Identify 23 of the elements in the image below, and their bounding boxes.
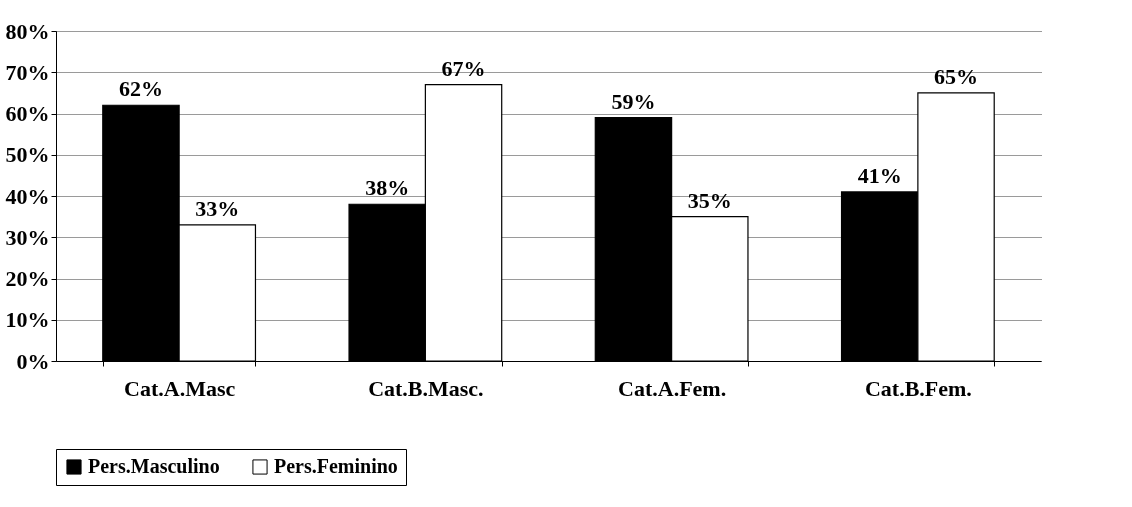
x-tick-label: Cat.A.Fem.: [618, 375, 727, 401]
data-label: 65%: [934, 63, 979, 89]
legend-label: Pers.Feminino: [274, 455, 398, 477]
data-label: 41%: [857, 162, 902, 188]
x-tick-label: Cat.B.Fem.: [864, 375, 972, 401]
x-tick-label: Cat.A.Masc: [124, 375, 236, 401]
data-label: 59%: [611, 88, 656, 114]
y-tick-label: 60%: [5, 101, 50, 126]
y-tick-label: 80%: [5, 18, 50, 44]
legend-label: Pers.Masculino: [88, 455, 220, 477]
y-tick-label: 0%: [16, 348, 50, 374]
x-tick-label: Cat.B.Masc.: [368, 375, 484, 401]
data-label: 38%: [365, 175, 410, 201]
y-tick-label: 40%: [5, 183, 50, 209]
data-label: 35%: [687, 187, 732, 213]
y-tick-label: 10%: [5, 307, 50, 333]
y-tick-label: 30%: [5, 224, 50, 250]
data-label: 67%: [441, 55, 486, 81]
y-tick-label: 70%: [5, 59, 50, 85]
y-tick-label: 20%: [5, 266, 50, 291]
y-tick-label: 50%: [5, 142, 50, 168]
data-label: 62%: [118, 76, 163, 102]
data-label: 33%: [195, 195, 240, 221]
